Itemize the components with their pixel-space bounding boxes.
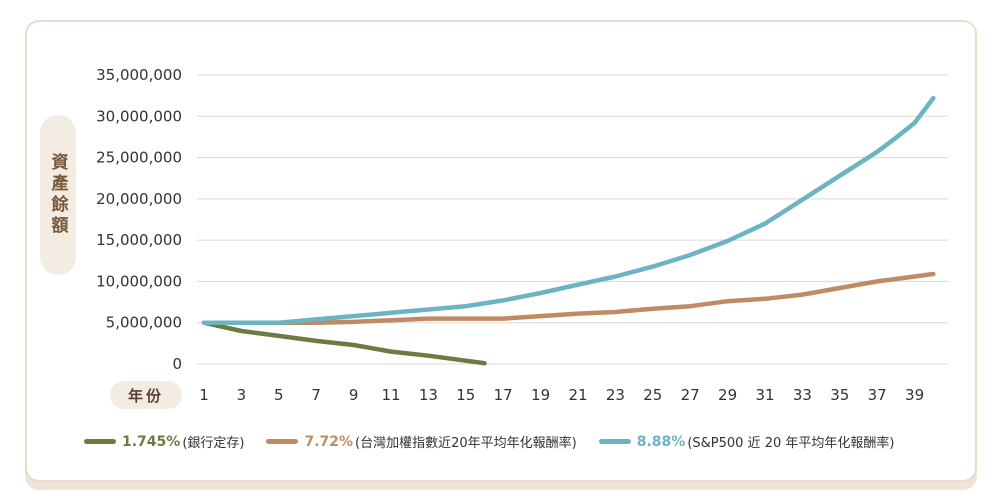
x-tick-label: 31 — [755, 386, 774, 404]
legend-rate: 1.745% — [122, 433, 181, 450]
y-axis-label: 資產餘額 — [47, 153, 68, 237]
y-tick-label: 5,000,000 — [106, 314, 182, 332]
y-tick-label: 0 — [172, 355, 182, 373]
y-tick-label: 25,000,000 — [96, 149, 182, 167]
y-tick-label: 35,000,000 — [96, 66, 182, 84]
x-tick-label: 9 — [349, 386, 359, 404]
x-tick-label: 39 — [905, 386, 924, 404]
x-tick-label: 15 — [456, 386, 475, 404]
x-tick-label: 7 — [311, 386, 321, 404]
x-axis-label: 年份 — [127, 386, 164, 405]
x-tick-label: 1 — [199, 386, 209, 404]
x-tick-label: 35 — [830, 386, 849, 404]
chart-card — [25, 20, 977, 482]
legend-swatch — [84, 439, 116, 444]
legend-description: (S&P500 近 20 年平均年化報酬率) — [687, 436, 895, 451]
series-lines — [201, 95, 936, 366]
x-tick-label: 33 — [793, 386, 812, 404]
series-line-1 — [201, 320, 487, 366]
y-axis-label-pill: 資產餘額 — [40, 115, 76, 275]
legend-swatch — [266, 439, 299, 444]
x-tick-label: 13 — [419, 386, 438, 404]
series-line-2 — [201, 271, 936, 325]
series-line-3 — [201, 95, 936, 325]
legend-rate: 8.88% — [636, 433, 686, 450]
legend: 1.745% (銀行定存) 7.72% (台灣加權指數近20年平均年化報酬率) 8.88… — [84, 432, 894, 451]
x-tick-label: 37 — [868, 386, 887, 404]
legend-description: (銀行定存) — [182, 436, 245, 451]
legend-item-2: 7.72% (台灣加權指數近20年平均年化報酬率) — [266, 432, 577, 451]
legend-item-1: 1.745% (銀行定存) — [84, 432, 244, 451]
x-tick-label: 11 — [381, 386, 400, 404]
y-tick-label: 15,000,000 — [96, 231, 182, 249]
x-axis-label-pill: 年份 — [110, 381, 182, 409]
x-tick-label: 19 — [531, 386, 550, 404]
x-tick-label: 21 — [568, 386, 587, 404]
gridlines — [197, 74, 948, 365]
x-tick-label: 3 — [237, 386, 247, 404]
x-tick-label: 5 — [274, 386, 284, 404]
y-axis-ticks: 35,000,000 30,000,000 25,000,000 20,000,000… — [96, 66, 182, 373]
legend-description: (台灣加權指數近20年平均年化報酬率) — [355, 436, 577, 451]
x-axis-ticks: 1 3 5 7 9 11 13 15 17 19 21 23 25 27 29 31 33 35 37 39 — [199, 386, 924, 404]
legend-rate: 7.72% — [304, 433, 354, 450]
legend-item-3: 8.88% (S&P500 近 20 年平均年化報酬率) — [598, 432, 895, 451]
x-tick-label: 27 — [681, 386, 700, 404]
x-tick-label: 17 — [494, 386, 513, 404]
x-tick-label: 23 — [606, 386, 625, 404]
legend-swatch — [598, 439, 631, 444]
y-tick-label: 20,000,000 — [96, 190, 182, 208]
x-tick-label: 29 — [718, 386, 737, 404]
x-tick-label: 25 — [643, 386, 662, 404]
y-tick-label: 10,000,000 — [96, 272, 182, 290]
y-tick-label: 30,000,000 — [96, 107, 182, 125]
